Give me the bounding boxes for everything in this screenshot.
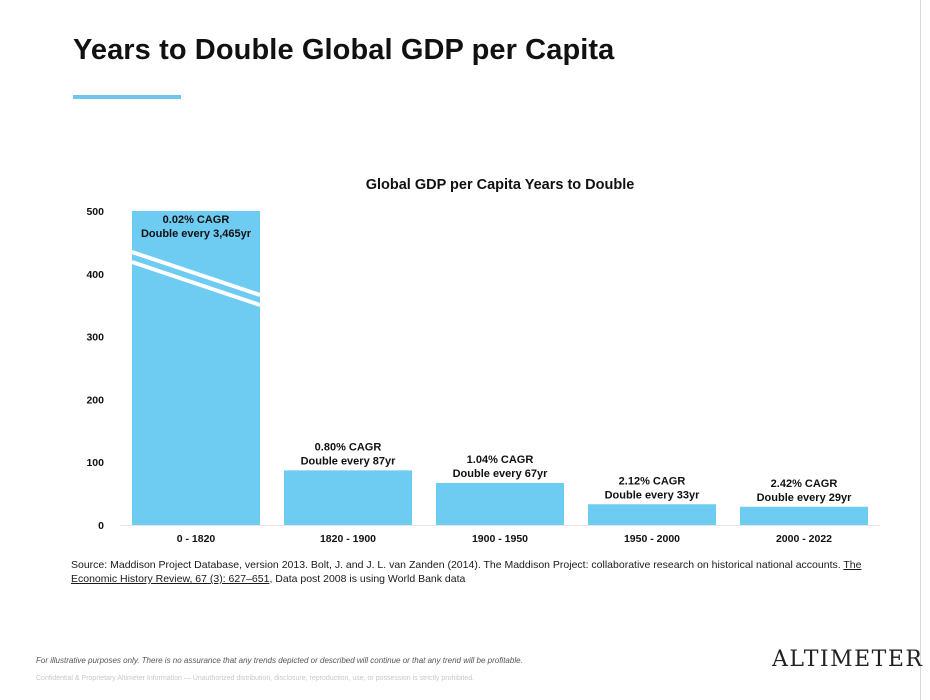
x-category-label: 1820 - 1900 [320, 533, 376, 545]
x-category-label: 1900 - 1950 [472, 533, 528, 545]
y-tick-label: 500 [86, 206, 104, 218]
data-label-cagr: 2.12% CAGR [619, 475, 686, 487]
confidential-notice: Confidential & Proprietary Altimeter Inf… [36, 675, 475, 682]
bar-4 [588, 504, 716, 525]
bar-5 [740, 506, 868, 525]
data-label-double: Double every 87yr [301, 455, 396, 467]
x-category-label: 0 - 1820 [177, 533, 216, 545]
y-tick-label: 100 [86, 457, 104, 469]
journal-name-start: The [843, 559, 862, 571]
data-label-double: Double every 3,465yr [141, 228, 252, 240]
disclaimer: For illustrative purposes only. There is… [36, 656, 523, 665]
data-label-cagr: 1.04% CAGR [467, 454, 534, 466]
chart-title: Global GDP per Capita Years to Double [365, 177, 635, 193]
data-label-double: Double every 33yr [605, 489, 700, 501]
source-note: Source: Maddison Project Database, versi… [71, 558, 871, 586]
journal-name-rest: Economic History Review, 67 (3): 627–651 [71, 573, 270, 585]
y-tick-label: 0 [98, 520, 104, 532]
x-category-label: 1950 - 2000 [624, 533, 680, 545]
data-label-cagr: 2.42% CAGR [771, 478, 838, 490]
axis-break-line [131, 260, 261, 307]
source-suffix: , Data post 2008 is using World Bank dat… [269, 573, 466, 585]
slide-border [920, 0, 921, 700]
y-tick-label: 300 [86, 332, 104, 344]
y-tick-label: 400 [86, 269, 104, 281]
data-label-cagr: 0.02% CAGR [163, 214, 230, 226]
axis-break-line [131, 250, 261, 297]
y-tick-label: 200 [86, 394, 104, 406]
bar-1 [132, 211, 260, 525]
data-label-double: Double every 67yr [453, 468, 548, 480]
x-category-label: 2000 - 2022 [776, 533, 832, 545]
data-label-cagr: 0.80% CAGR [315, 441, 382, 453]
altimeter-logo: ALTIMETER [772, 647, 924, 672]
slide-title: Years to Double Global GDP per Capita [73, 34, 615, 66]
bar-3 [436, 482, 564, 525]
data-label-double: Double every 29yr [757, 492, 852, 504]
title-underline [73, 95, 181, 99]
source-prefix: Source: Maddison Project Database, versi… [71, 559, 844, 571]
bar-2 [284, 470, 412, 525]
